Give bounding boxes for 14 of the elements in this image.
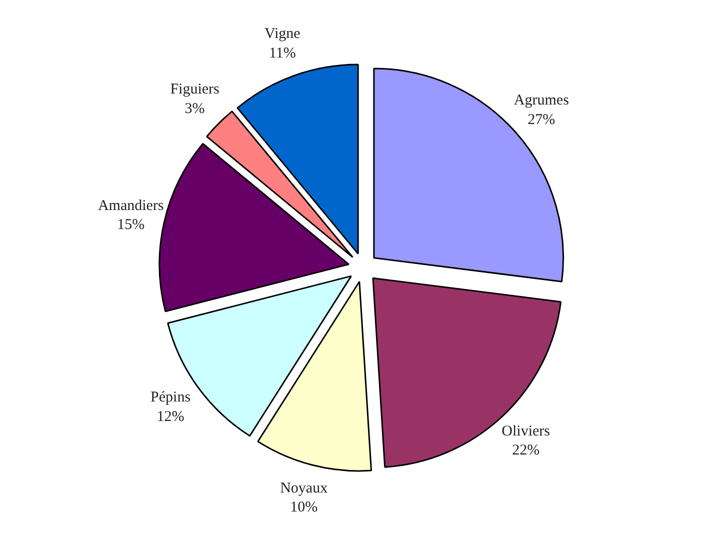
slice-label: Agrumes — [514, 92, 570, 109]
slice-label: Pépins — [150, 390, 191, 406]
data-label: 3% — [184, 100, 205, 117]
data-label: 15% — [117, 217, 145, 234]
data-label: 12% — [156, 408, 184, 425]
slice-label: Amandiers — [98, 198, 164, 214]
data-label: 10% — [290, 500, 318, 516]
data-label: 27% — [528, 112, 556, 128]
slice-label: Oliviers — [502, 423, 550, 440]
data-label: 22% — [512, 442, 540, 458]
data-label: 11% — [268, 45, 296, 62]
slice-label: Noyaux — [280, 480, 328, 496]
slice-label: Vigne — [264, 26, 301, 42]
slice-label: Figuiers — [170, 82, 220, 98]
